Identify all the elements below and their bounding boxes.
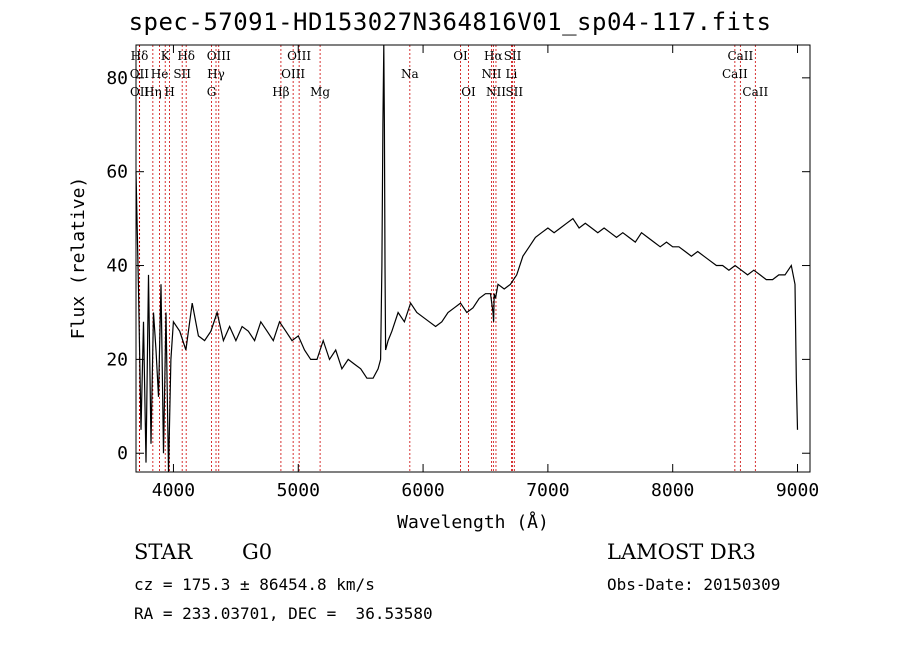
line-marker-label: Mg: [310, 85, 330, 99]
sky-coordinates: RA = 233.03701, DEC = 36.53580: [134, 604, 433, 623]
line-marker-label: SII: [505, 85, 523, 99]
y-tick-label: 40: [106, 256, 128, 277]
x-tick-label: 8000: [651, 480, 694, 501]
y-axis-ticks: 0 20 40 60 80: [106, 68, 810, 464]
line-marker-label: OI: [461, 85, 476, 99]
x-tick-label: 6000: [401, 480, 444, 501]
line-marker-label: OIII: [207, 49, 231, 63]
survey-name: LAMOST DR3: [607, 540, 756, 564]
line-marker-label: OIII: [281, 67, 305, 81]
line-marker-label: NII: [481, 67, 501, 81]
line-marker-label: OI: [453, 49, 468, 63]
redshift-velocity: cz = 175.3 ± 86454.8 km/s: [134, 575, 375, 594]
chart-title: spec-57091-HD153027N364816V01_sp04-117.f…: [128, 8, 772, 36]
line-marker-label: H: [164, 85, 174, 99]
x-tick-label: 5000: [277, 480, 320, 501]
line-marker-label: CaII: [742, 85, 768, 99]
line-marker-label: Hβ: [272, 85, 289, 99]
line-marker-label: He: [151, 67, 169, 81]
y-tick-label: 0: [117, 443, 128, 464]
plot-frame: [135, 44, 811, 473]
line-marker-label: NII: [486, 85, 506, 99]
line-marker-label: OII: [130, 85, 150, 99]
line-marker-label: OII: [130, 67, 150, 81]
object-class: STAR: [134, 540, 193, 564]
line-marker-label: Hδ: [177, 49, 195, 63]
x-tick-label: 7000: [526, 480, 569, 501]
line-marker-label: Hα: [484, 49, 503, 63]
object-subclass: G0: [242, 540, 273, 564]
line-marker-label: SII: [504, 49, 522, 63]
x-tick-label: 9000: [776, 480, 819, 501]
line-marker-label: Hη: [144, 85, 162, 99]
y-tick-label: 20: [106, 349, 128, 370]
line-marker-label: OIII: [287, 49, 311, 63]
line-marker-label: Na: [401, 67, 419, 81]
line-marker-label: SII: [173, 67, 191, 81]
x-axis-ticks: 4000 5000 6000 7000 8000 9000: [152, 45, 819, 501]
emission-line-markers: [138, 45, 756, 472]
line-marker-label: Hδ: [131, 49, 149, 63]
line-marker-label: CaII: [722, 67, 748, 81]
x-tick-label: 4000: [152, 480, 195, 501]
line-marker-label: G: [207, 85, 217, 99]
line-marker-label: CaII: [727, 49, 753, 63]
x-axis-label: Wavelength (Å): [397, 511, 549, 533]
y-tick-label: 60: [106, 162, 128, 183]
y-tick-label: 80: [106, 68, 128, 89]
line-marker-label: Hγ: [207, 67, 225, 81]
line-marker-label: K: [161, 49, 171, 63]
line-marker-label: Li: [506, 67, 518, 81]
y-axis-label: Flux (relative): [68, 177, 89, 340]
spectrum-series-line: [135, 44, 799, 473]
observation-date: Obs-Date: 20150309: [607, 575, 781, 594]
